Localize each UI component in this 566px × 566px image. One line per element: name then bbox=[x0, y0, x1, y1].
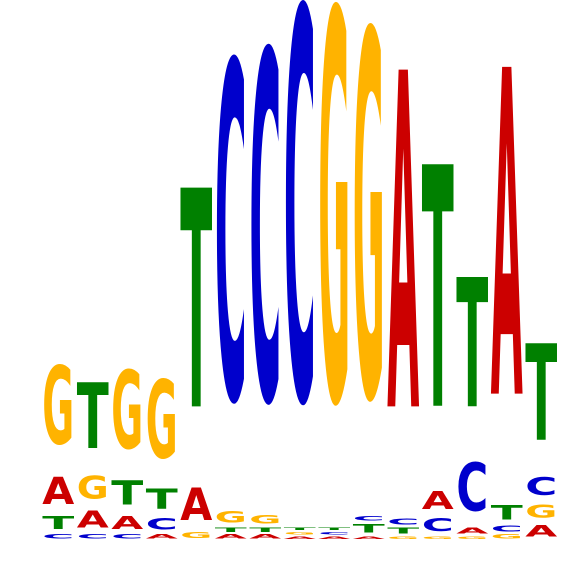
logo-column-5: GAT bbox=[180, 128, 213, 540]
logo-letter-c: C bbox=[249, 0, 281, 511]
logo-letter-t: T bbox=[456, 242, 488, 448]
logo-letter-t: T bbox=[215, 526, 247, 533]
logo-letter-c: C bbox=[456, 450, 488, 527]
logo-letter-a: A bbox=[42, 471, 75, 513]
logo-letter-a: A bbox=[146, 533, 178, 540]
logo-letter-t: T bbox=[180, 128, 212, 477]
logo-letter-g: G bbox=[318, 0, 350, 525]
logo-letter-a: A bbox=[111, 513, 144, 533]
logo-letter-t: T bbox=[111, 474, 143, 513]
logo-letter-t: T bbox=[318, 526, 350, 531]
logo-letter-g: G bbox=[353, 0, 385, 513]
logo-letter-c: C bbox=[146, 515, 178, 533]
logo-letter-a: A bbox=[318, 535, 350, 540]
logo-letter-t: T bbox=[249, 526, 281, 533]
logo-letter-c: C bbox=[422, 515, 454, 536]
logo-letter-a: A bbox=[284, 535, 316, 540]
logo-letter-c: C bbox=[215, 0, 247, 507]
logo-letter-t: T bbox=[284, 526, 316, 531]
logo-letter-a: A bbox=[215, 533, 247, 540]
logo-letter-t: T bbox=[387, 526, 419, 535]
logo-letter-g: G bbox=[111, 350, 143, 475]
logo-letter-t: T bbox=[146, 483, 178, 515]
logo-letter-g: G bbox=[387, 535, 419, 540]
logo-letter-t: T bbox=[77, 365, 109, 469]
logo-letter-g: G bbox=[422, 535, 454, 540]
logo-letter-c: C bbox=[387, 517, 419, 526]
logo-letter-t: T bbox=[525, 318, 557, 471]
logo-letter-g: G bbox=[249, 513, 281, 527]
logo-letter-a: A bbox=[387, 0, 419, 516]
logo-letter-c: C bbox=[77, 533, 109, 540]
logo-letter-a: A bbox=[422, 486, 455, 516]
logo-letter-a: A bbox=[525, 522, 558, 540]
logo-letter-a: A bbox=[353, 535, 385, 540]
logo-letter-a: A bbox=[456, 526, 488, 535]
logo-letter-a: A bbox=[180, 480, 213, 532]
logo-letter-g: G bbox=[77, 470, 109, 506]
logo-letter-t: T bbox=[422, 98, 454, 484]
logo-letter-g: G bbox=[525, 502, 557, 522]
logo-letter-g: G bbox=[180, 531, 212, 540]
logo-letter-c: C bbox=[42, 533, 74, 540]
logo-letter-c: C bbox=[284, 0, 316, 525]
logo-letter-c: C bbox=[525, 472, 557, 501]
logo-letter-g: G bbox=[456, 535, 488, 540]
logo-letter-c: C bbox=[318, 531, 350, 536]
logo-letter-a: A bbox=[77, 506, 109, 533]
logo-letter-g: G bbox=[215, 508, 247, 526]
logo-letter-a: A bbox=[491, 0, 523, 501]
logo-letter-t: T bbox=[353, 522, 386, 536]
logo-letter-g: G bbox=[42, 345, 74, 470]
logo-letter-t: T bbox=[42, 513, 74, 533]
logo-letter-t: T bbox=[491, 502, 524, 524]
logo-letter-a: A bbox=[249, 533, 281, 540]
logo-letter-c: C bbox=[353, 515, 385, 522]
logo-letter-g: G bbox=[491, 533, 523, 540]
logo-letter-c: C bbox=[491, 524, 523, 533]
logo-letter-c: C bbox=[111, 533, 143, 540]
logo-letter-g: G bbox=[146, 359, 178, 484]
logo-letter-g: G bbox=[284, 531, 316, 536]
